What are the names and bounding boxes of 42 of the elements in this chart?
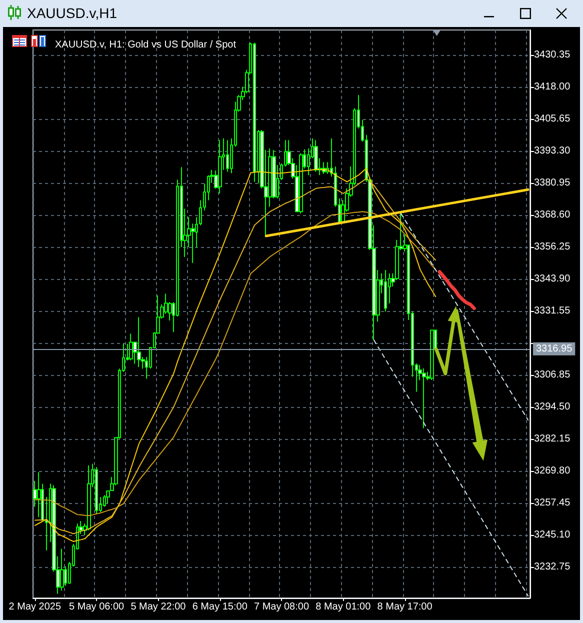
candlestick xyxy=(226,140,229,172)
x-tick-label: 2 May 2025 xyxy=(8,602,62,612)
candlestick xyxy=(60,548,64,591)
line-series xyxy=(438,270,476,310)
candlestick xyxy=(253,42,256,182)
candlestick xyxy=(218,140,222,194)
candlestick xyxy=(330,138,333,178)
candlestick xyxy=(129,333,133,361)
y-tick-label: 3257.45 xyxy=(534,498,571,509)
x-tick-label: 5 May 06:00 xyxy=(69,602,125,612)
y-tick-label: 3418.00 xyxy=(534,82,571,93)
y-tick-label: 3232.75 xyxy=(534,562,571,573)
y-tick-label: 3294.50 xyxy=(534,402,571,413)
y-tick-label: 3343.90 xyxy=(534,274,571,285)
candlestick xyxy=(199,200,202,226)
y-tick-label: 3269.80 xyxy=(534,466,571,477)
y-tick-label: 3368.60 xyxy=(534,210,571,221)
candlestick xyxy=(299,152,303,214)
candlestick xyxy=(95,466,98,514)
y-tick-label: 3306.85 xyxy=(534,370,571,381)
y-tick-label: 3405.65 xyxy=(534,114,571,125)
candlestick xyxy=(137,316,141,368)
y-tick-label: 3331.55 xyxy=(534,306,571,317)
x-tick-label: 7 May 08:00 xyxy=(254,602,310,612)
y-tick-label: 3380.95 xyxy=(534,178,571,189)
y-tick-label: 3282.15 xyxy=(534,434,571,445)
y-tick-label: 3430.35 xyxy=(534,50,571,61)
candlestick xyxy=(384,269,387,312)
x-tick-label: 8 May 01:00 xyxy=(316,602,372,612)
x-tick-label: 5 May 22:00 xyxy=(130,602,186,612)
y-tick-label: 3356.25 xyxy=(534,242,571,253)
y-tick-label: 3245.10 xyxy=(534,530,571,541)
chart-title: XAUUSD.v,H1 xyxy=(27,5,117,21)
candlestick xyxy=(37,472,41,518)
x-tick-label: 6 May 15:00 xyxy=(192,602,248,612)
y-tick-label: 3393.30 xyxy=(534,146,571,157)
candlestick xyxy=(422,368,426,429)
candlestick xyxy=(314,140,318,172)
ref-line-label: 3316.95 xyxy=(536,343,573,354)
candlestick xyxy=(430,330,434,380)
text: XAUUSD.v, H1: Gold vs US Dollar / Spot xyxy=(55,40,236,50)
x-tick-label: 8 May 17:00 xyxy=(377,602,433,612)
